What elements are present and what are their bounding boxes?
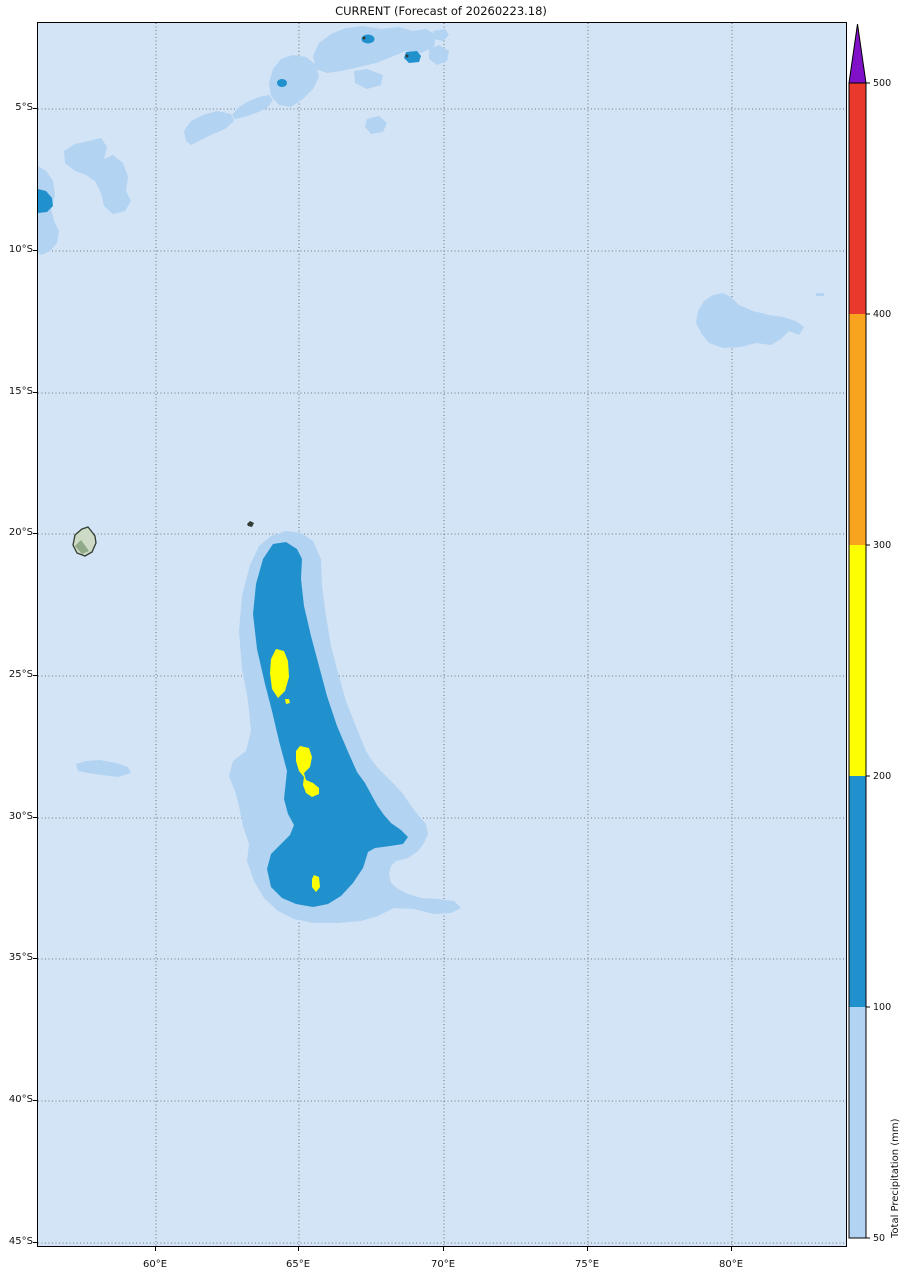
colorbar-tick-label: 400 [873,309,892,320]
longitude-tick-label: 80°E [718,1259,744,1270]
islet-speck-b1 [362,36,366,40]
ocean-background [38,23,846,1246]
precip-patch-north-cluster [269,55,319,107]
latitude-tick [33,1242,37,1243]
latitude-tick-label: 35°S [8,952,33,963]
longitude-tick [443,1247,444,1251]
island-mauritius-shade [75,540,89,554]
latitude-tick-label: 10°S [8,244,33,255]
islet-speck-b2 [405,54,409,58]
map-plot-area[interactable] [37,22,847,1247]
precip-blob-west-edge-100-200 [38,189,53,213]
colorbar-tick-label: 100 [873,1002,892,1013]
precipitation-map [38,23,846,1246]
colorbar: 500 400 300 200 100 50 Total Precipitation (m… [845,24,911,1283]
map-features [38,26,824,923]
precip-blob-north-b2-100-200 [404,51,421,63]
latitude-tick [33,108,37,109]
colorbar-scale [848,24,870,1239]
precip-patch-east [696,293,804,348]
colorbar-tick-label: 50 [873,1233,886,1244]
precip-patch-northwest-m [64,138,131,214]
precip-dash-east [816,293,824,296]
latitude-tick-label: 45°S [8,1236,33,1247]
colorbar-tick-label: 300 [873,540,892,551]
latitude-tick [33,533,37,534]
latitude-tick [33,675,37,676]
colorbar-frame [848,82,867,1239]
longitude-tick-label: 60°E [142,1259,168,1270]
latitude-tick [33,250,37,251]
precip-patch-north-r4 [433,29,449,41]
latitude-tick-label: 30°S [8,811,33,822]
precip-band-100-200 [253,542,408,907]
precip-core-200-300-lower [312,875,320,892]
figure-title: CURRENT (Forecast of 20260223.18) [335,4,547,18]
colorbar-tick-label: 500 [873,78,892,89]
longitude-tick [298,1247,299,1251]
latitude-tick-label: 15°S [8,386,33,397]
latitude-tick-label: 40°S [8,1094,33,1105]
precip-core-200-300-upper [270,649,289,698]
colorbar-segment-100-200 [849,776,866,1007]
longitude-tick [155,1247,156,1251]
precip-patch-north-r1 [429,45,449,65]
precip-patch-north-r2 [354,69,383,89]
precip-patch-north-diagonal [184,111,234,145]
longitude-tick [731,1247,732,1251]
precip-blob-north-cluster-100-200 [277,79,287,87]
longitude-tick [587,1247,588,1251]
precip-patch-west-sliver [76,760,131,777]
latitude-tick [33,392,37,393]
latitude-tick-label: 25°S [8,669,33,680]
precip-core-200-300-middle [296,746,319,797]
gridlines [38,23,846,1246]
colorbar-tick-label: 200 [873,771,892,782]
island-rodrigues [247,521,254,527]
latitude-tick [33,817,37,818]
colorbar-over-arrow [848,24,867,84]
latitude-tick [33,958,37,959]
colorbar-segment-300-400 [849,314,866,545]
longitude-tick-label: 75°E [574,1259,600,1270]
precip-patch-north-band [313,26,436,73]
colorbar-segment-50-100 [849,1007,866,1238]
longitude-tick-label: 65°E [285,1259,311,1270]
precip-patch-north-chain [232,95,273,119]
latitude-tick-label: 20°S [8,527,33,538]
latitude-tick-label: 5°S [15,102,33,113]
colorbar-label: Total Precipitation (mm) [890,1118,901,1238]
colorbar-segment-400-500 [849,83,866,314]
precip-patch-north-r3 [365,116,387,134]
colorbar-segment-200-300 [849,545,866,776]
precip-core-200-300-dot [285,699,290,704]
longitude-tick-label: 70°E [430,1259,456,1270]
latitude-tick [33,1100,37,1101]
